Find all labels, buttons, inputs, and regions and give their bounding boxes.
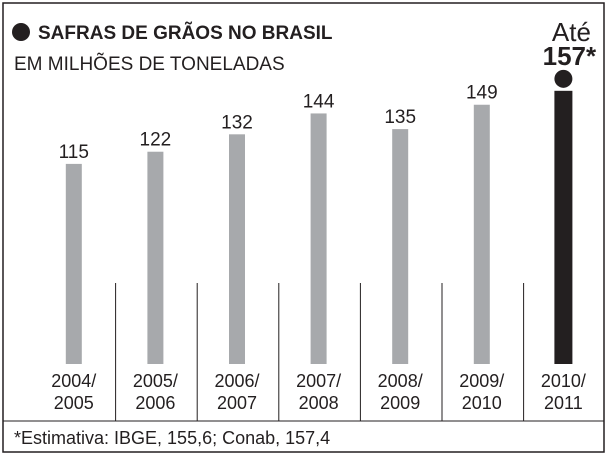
annotation: Até — [552, 17, 591, 47]
title-bullet — [12, 23, 30, 41]
bar — [65, 163, 82, 364]
bar — [147, 151, 164, 364]
x-tick-label: 2007/ 2008 — [296, 371, 342, 413]
x-tick-label: 2009/ 2010 — [459, 371, 505, 413]
x-tick-label: 2008/ 2009 — [377, 371, 423, 413]
value-label: 115 — [59, 142, 89, 163]
x-tick-label: 2004/ 2005 — [51, 371, 97, 413]
footnote: *Estimativa: IBGE, 155,6; Conab, 157,4 — [14, 428, 330, 448]
value-label: 149 — [466, 83, 498, 104]
x-tick-label: 2010/ 2011 — [540, 371, 586, 413]
bar — [310, 113, 327, 364]
x-tick-label: 2005/ 2006 — [132, 371, 178, 413]
chart-subtitle: EM MILHÕES DE TONELADAS — [14, 53, 285, 75]
bar — [229, 134, 245, 364]
bar — [554, 90, 573, 364]
bar — [392, 129, 409, 364]
highlight-dot — [554, 69, 573, 88]
value-label: 122 — [140, 130, 172, 151]
bar — [473, 104, 490, 365]
value-label: 132 — [221, 112, 253, 133]
value-label: 135 — [384, 107, 416, 128]
chart-title: SAFRAS DE GRÃOS NO BRASIL — [38, 22, 333, 44]
value-label: 157* — [543, 41, 597, 71]
x-tick-label: 2006/ 2007 — [214, 371, 260, 413]
value-label: 144 — [303, 91, 335, 112]
